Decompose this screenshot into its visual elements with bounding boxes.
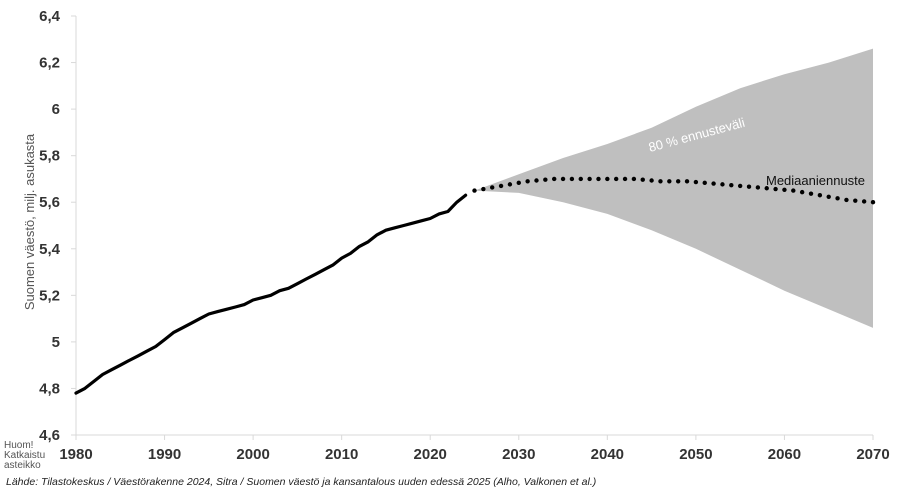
median-forecast-dot [623,177,627,181]
y-tick-label: 5,2 [39,287,60,304]
median-forecast-dot [676,179,680,183]
forecast-band [475,49,874,328]
median-forecast-point [499,184,503,188]
median-forecast-dot [517,181,521,185]
x-tick-label: 2020 [414,446,447,463]
median-forecast-dot [641,178,645,182]
median-forecast-dot [782,188,786,192]
median-forecast-dot [570,177,574,181]
y-tick-label: 6,2 [39,55,60,72]
median-forecast-dot [756,185,760,189]
forecast-band-layer [475,49,874,328]
median-forecast-point [525,179,529,183]
x-tick-label: 2040 [591,446,624,463]
y-tick-label: 4,8 [39,380,60,397]
population-chart: 4,6 4,8 5 5,2 5,4 5,6 5,8 6 6,2 6,4 1980 1990 2000 2… [0,0,907,491]
median-forecast-point [658,179,662,183]
median-forecast-point [738,184,742,188]
median-forecast-dot [703,181,707,185]
y-tick-labels: 4,6 4,8 5 5,2 5,4 5,6 5,8 6 6,2 6,4 [39,8,61,444]
median-forecast-dot [694,180,698,184]
median-forecast-dot [561,177,565,181]
median-forecast-point [552,177,556,181]
median-forecast-point [579,177,583,181]
x-tick-label: 2070 [856,446,889,463]
median-forecast-point [711,181,715,185]
median-forecast-dot [729,183,733,187]
median-forecast-dot [862,199,866,203]
y-tick-label: 5,4 [39,241,61,258]
median-forecast-dot [614,177,618,181]
x-tick-label: 1990 [148,446,181,463]
y-tick-label: 5 [52,334,60,351]
median-forecast-dot [827,195,831,199]
y-tick-label: 4,6 [39,427,60,444]
median-forecast-dot [490,185,494,189]
x-tick-label: 2010 [325,446,358,463]
x-tick-label: 2060 [768,446,801,463]
x-tick-label: 2030 [502,446,535,463]
median-forecast-dot [853,198,857,202]
median-forecast-dot [720,182,724,186]
x-tick-label: 1980 [59,446,92,463]
median-forecast-point [818,193,822,197]
median-forecast-point [605,177,609,181]
median-forecast-point [685,179,689,183]
median-forecast-dot [508,182,512,186]
y-tick-label: 5,6 [39,194,60,211]
axis-break-note-line-3: asteikko [4,460,41,471]
median-forecast-dot [747,185,751,189]
median-forecast-dot [534,178,538,182]
median-forecast-dot [543,178,547,182]
median-forecast-dot [649,178,653,182]
median-forecast-point [844,198,848,202]
source-note: Lähde: Tilastokeskus / Väestörakenne 202… [6,476,596,488]
median-forecast-point [791,188,795,192]
median-forecast-dot [587,177,591,181]
median-forecast-dot [809,191,813,195]
median-annotation: Mediaaniennuste [766,173,865,188]
median-forecast-point [632,177,636,181]
median-forecast-point [871,200,875,204]
y-tick-label: 6 [52,101,60,118]
median-forecast-dot [667,179,671,183]
median-forecast-dot [835,196,839,200]
median-forecast-dot [596,177,600,181]
median-forecast-point [472,188,476,192]
y-tick-label: 6,4 [39,8,61,25]
y-axis-label: Suomen väestö, milj. asukasta [22,133,37,310]
median-forecast-dot [800,190,804,194]
y-tick-label: 5,8 [39,148,60,165]
x-tick-label: 2050 [679,446,712,463]
x-tick-labels: 1980 1990 2000 2010 2020 2030 2040 2050 2060 2070 [59,446,889,463]
x-tick-label: 2000 [236,446,269,463]
median-forecast-dot [481,187,485,191]
historical-population-line [76,195,466,393]
axis-break-note: Huom! Katkaistu asteikko [4,440,48,471]
historical-line-layer [76,195,466,393]
